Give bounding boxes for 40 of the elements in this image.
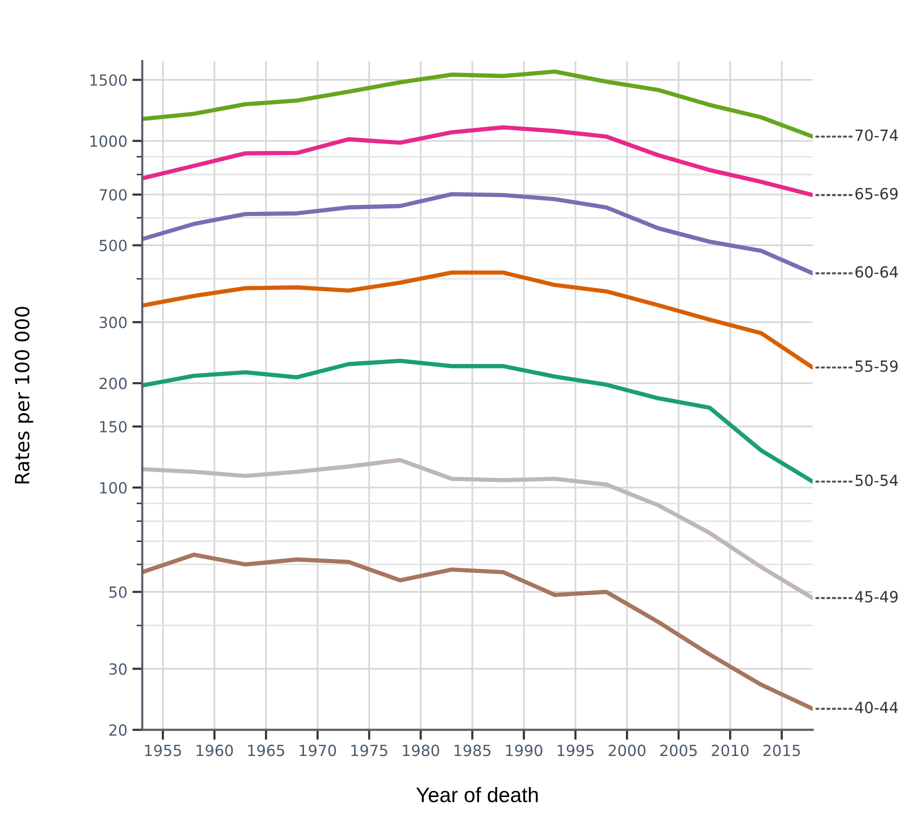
- text: 50-54: [856, 474, 898, 486]
- x-tick-label: 1985: [454, 744, 490, 756]
- y-tick-label: 100: [100, 482, 127, 494]
- text: 40-44: [855, 702, 898, 714]
- text: 45-49: [855, 590, 898, 602]
- x-tick-label: 1995: [558, 744, 594, 756]
- x-tick-label: 1975: [351, 744, 388, 756]
- text: 60-64: [855, 266, 898, 278]
- line-series: [142, 270, 813, 370]
- y-tick-label: 150: [100, 420, 127, 433]
- line-series: [142, 69, 813, 139]
- y-tick-label: 50: [109, 586, 127, 598]
- line-series: [142, 358, 813, 484]
- x-tick-label: 2000: [608, 744, 646, 756]
- text: 70-74: [856, 129, 898, 142]
- y-tick-label: 1000: [90, 135, 127, 147]
- x-tick-label: 1955: [145, 744, 181, 756]
- y-tick-label: 20: [109, 724, 127, 736]
- x-tick-label: 2005: [660, 744, 697, 756]
- line-series: [142, 192, 813, 276]
- y-tick-label: 30: [109, 663, 127, 675]
- x-tick-label: 1970: [300, 744, 336, 756]
- text: 65-69: [855, 188, 898, 200]
- y-tick-label: 300: [100, 316, 127, 328]
- x-tick-label: 2015: [763, 744, 800, 756]
- line-series: [142, 458, 813, 600]
- line-series: [142, 552, 813, 711]
- y-tick-label: 500: [100, 240, 127, 252]
- x-tick-label: 1980: [402, 744, 440, 756]
- x-axis-title: Year of death: [416, 786, 538, 802]
- x-tick-label: 1960: [196, 744, 233, 756]
- x-tick-label: 1965: [248, 744, 284, 756]
- x-tick-label: 2010: [712, 744, 749, 756]
- y-axis-title: Rates per 100 000: [14, 306, 34, 484]
- x-tick-label: 1990: [506, 744, 542, 756]
- line-series: [142, 125, 813, 198]
- y-tick-label: 1500: [90, 74, 127, 86]
- y-tick-label: 700: [100, 189, 127, 201]
- y-tick-label: 200: [100, 378, 127, 390]
- text: 55-59: [856, 360, 898, 372]
